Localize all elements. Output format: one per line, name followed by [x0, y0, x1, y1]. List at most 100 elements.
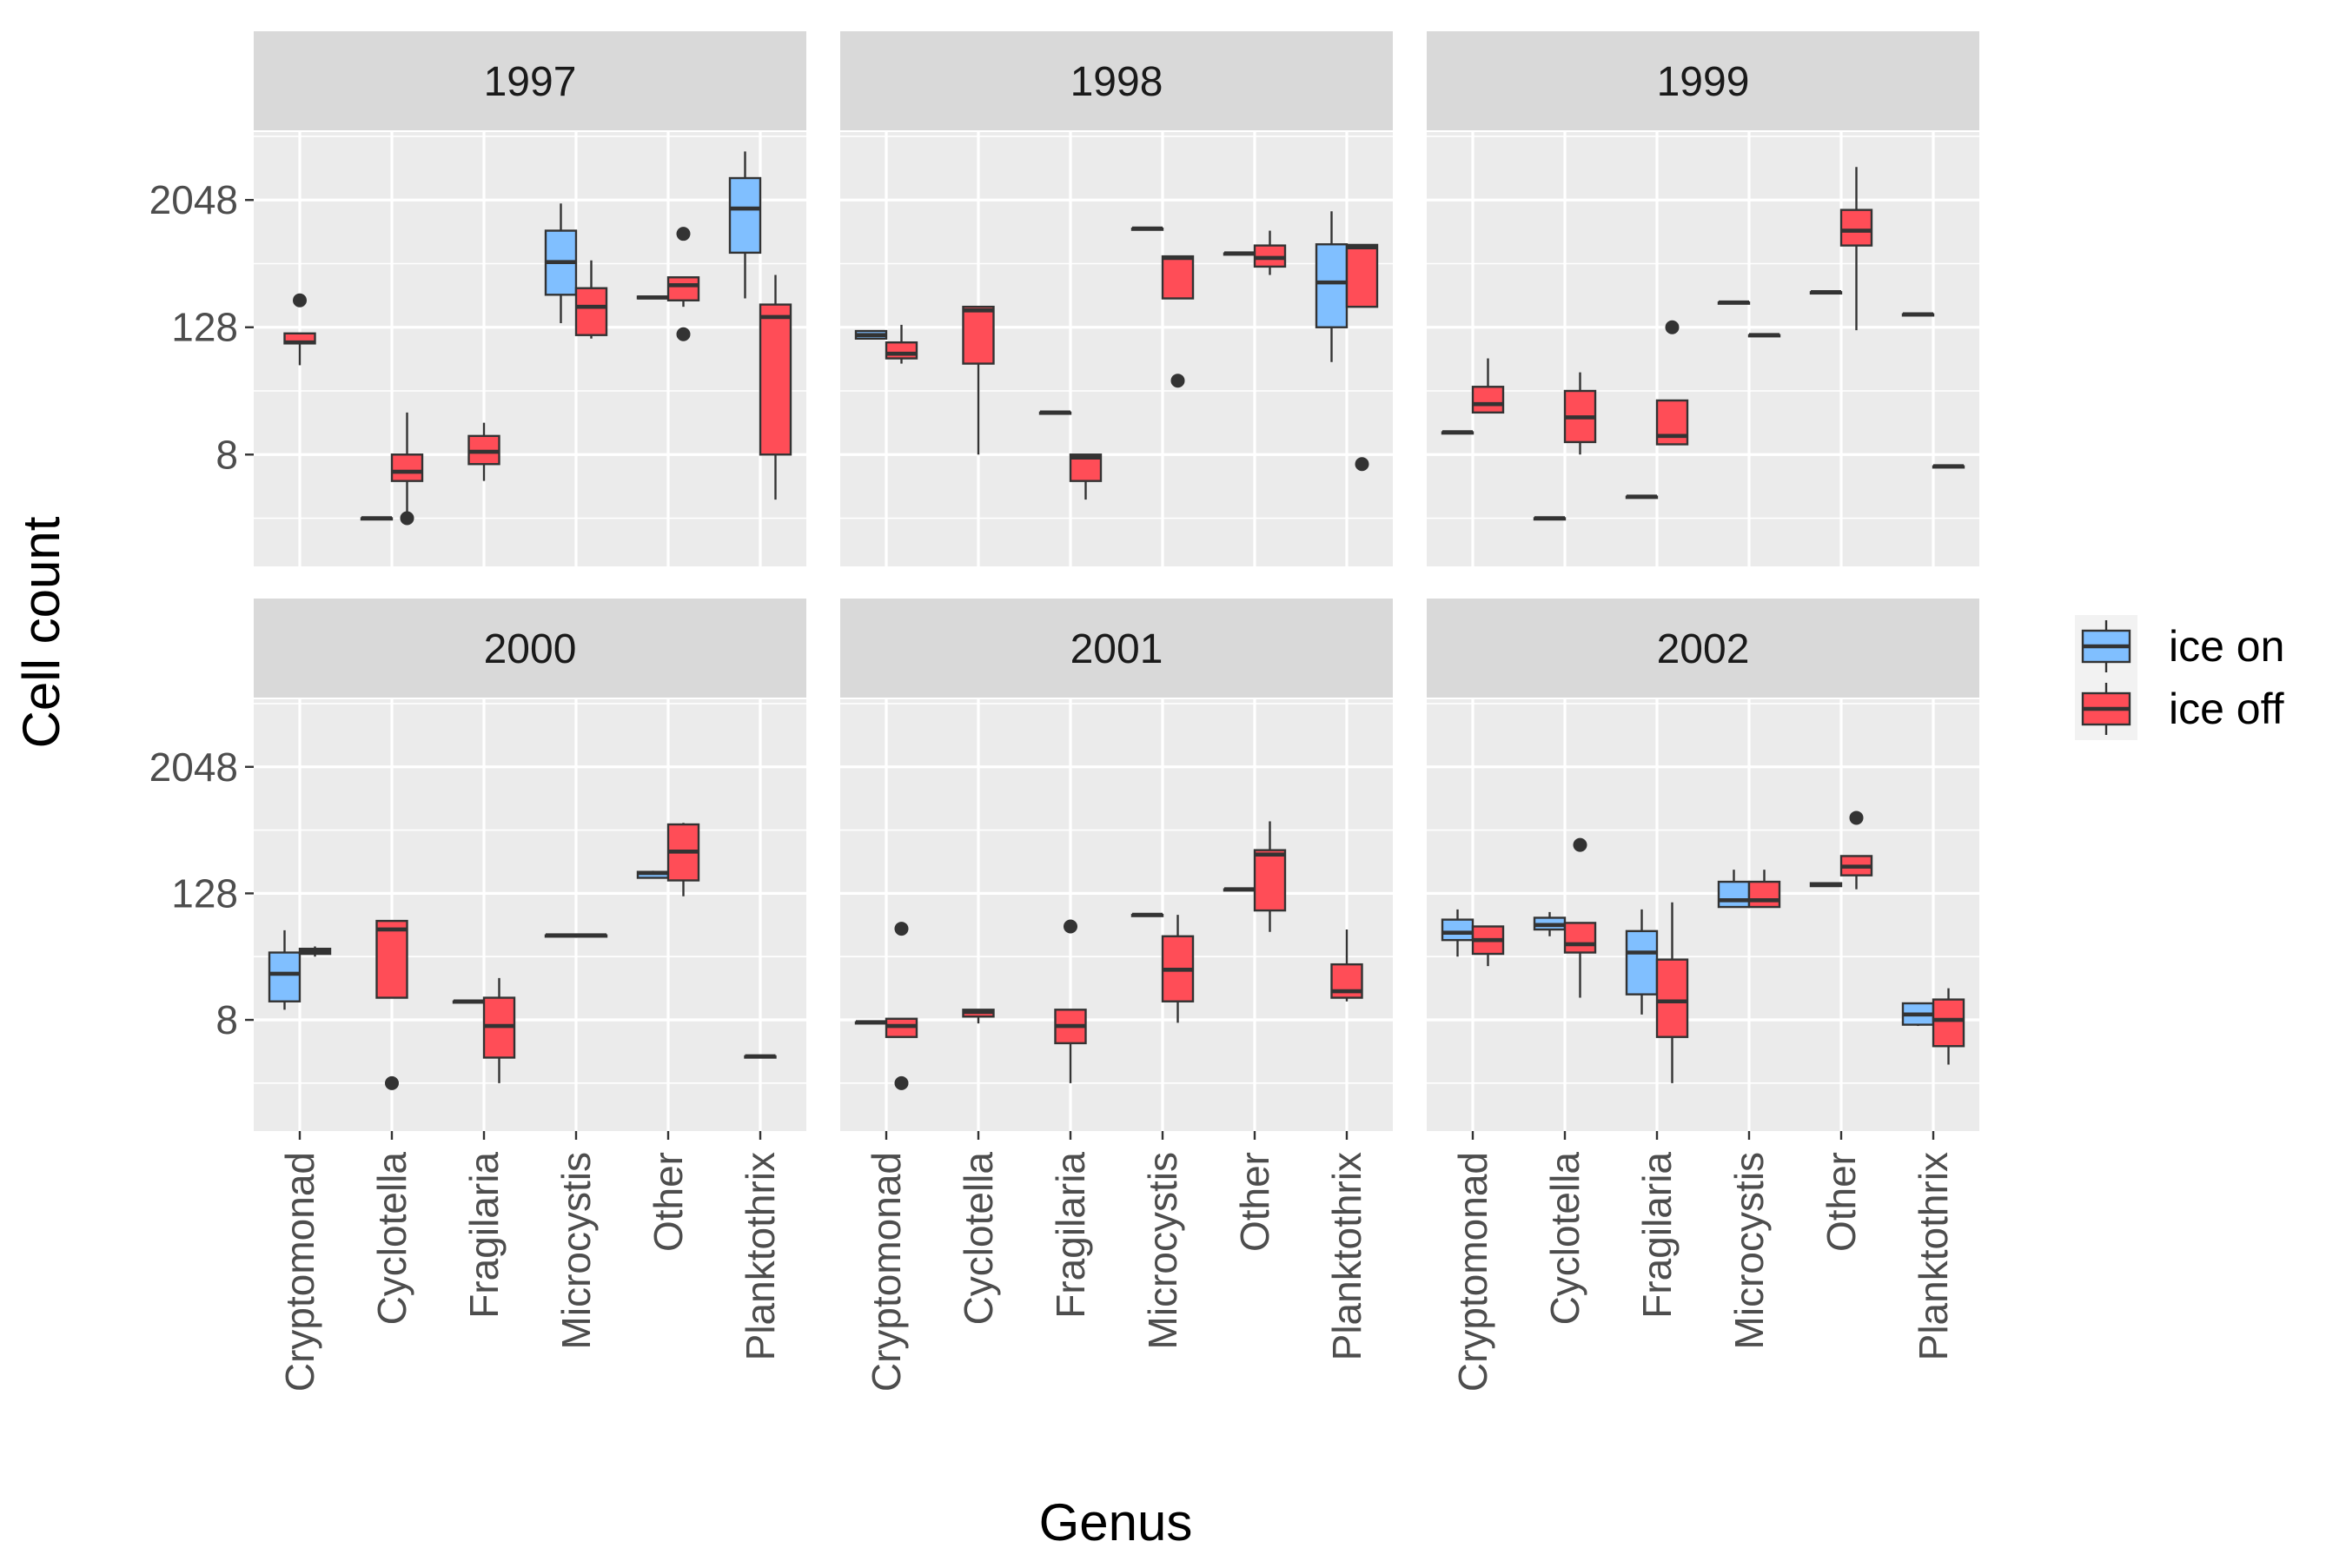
box-body	[1563, 922, 1597, 954]
box-2002-microcystis-ice-off	[1747, 870, 1781, 909]
legend-label-ice-on: ice on	[2169, 622, 2284, 671]
box-1997-fragilaria-ice-off	[467, 422, 500, 481]
facet-panel-2002: 2002	[1427, 599, 1979, 1131]
x-tick-label-2001-cryptomonad: Cryptomonad	[864, 1152, 909, 1392]
facet-strip-label-1999: 1999	[1657, 59, 1750, 105]
box-1999-cryptomonad-ice-off	[1471, 358, 1505, 414]
x-tick-label-2000-other: Other	[646, 1152, 691, 1252]
box-1999-fragilaria-ice-on	[1625, 494, 1659, 500]
outlier-point	[1573, 837, 1587, 852]
box-1998-planktothrix-ice-on	[1315, 211, 1349, 362]
x-tick-label-2002-cryptomonad: Cryptomonad	[1450, 1152, 1495, 1392]
box-2001-other-ice-off	[1253, 821, 1287, 932]
box-2000-cryptomonad-ice-off	[298, 946, 332, 957]
box-body	[1747, 880, 1781, 909]
box-1997-cryptomonad-ice-off	[283, 293, 316, 366]
box-2000-fragilaria-ice-on	[452, 999, 486, 1004]
x-tick-label-2002-cyclotella: Cyclotella	[1542, 1152, 1587, 1326]
box-body	[962, 305, 995, 365]
legend-item-ice-off: ice off	[2075, 678, 2284, 740]
box-1999-cryptomonad-ice-on	[1441, 430, 1475, 435]
box-1999-other-ice-on	[1809, 290, 1843, 295]
y-tick-label-2048: 2048	[149, 744, 238, 790]
box-1998-microcystis-ice-on	[1130, 226, 1164, 231]
box-1999-planktothrix-ice-off	[1932, 464, 1965, 469]
box-body	[390, 453, 424, 482]
y-axis-title: Cell count	[12, 516, 70, 748]
box-2002-cyclotella-ice-off	[1563, 837, 1597, 998]
box-1997-other-ice-on	[636, 295, 670, 300]
box-1997-microcystis-ice-off	[574, 260, 608, 339]
facet-panel-2001: 2001	[840, 599, 1393, 1131]
facet-panel-1998: 1998	[840, 31, 1393, 566]
box-1998-cyclotella-ice-off	[962, 305, 995, 455]
panel-background-1998	[840, 132, 1393, 566]
box-2000-planktothrix-ice-off	[744, 1054, 777, 1059]
box-2000-microcystis-ice-off	[574, 933, 608, 938]
box-body	[1932, 998, 1965, 1048]
box-1999-microcystis-ice-on	[1717, 300, 1751, 305]
x-tick-label-2000-fragilaria: Fragilaria	[461, 1152, 507, 1319]
box-1999-cyclotella-ice-off	[1563, 372, 1597, 455]
panel-background-1999	[1427, 132, 1979, 566]
box-body	[1625, 930, 1659, 996]
box-1997-cyclotella-ice-on	[360, 516, 394, 521]
box-2000-microcystis-ice-on	[544, 933, 578, 938]
facet-strip-2002	[1427, 599, 1979, 698]
box-1999-other-ice-off	[1839, 167, 1873, 331]
legend: ice on ice off	[2075, 615, 2284, 740]
facet-panel-2000: 2000	[254, 599, 806, 1131]
y-tick-label-128: 128	[171, 870, 238, 916]
box-1998-microcystis-ice-off	[1161, 255, 1195, 388]
box-2000-other-ice-on	[636, 870, 670, 879]
box-1999-cyclotella-ice-on	[1533, 516, 1567, 521]
box-2001-microcystis-ice-on	[1130, 912, 1164, 917]
box-1997-microcystis-ice-on	[544, 203, 578, 324]
box-body	[759, 303, 792, 456]
legend-item-ice-on: ice on	[2075, 615, 2284, 678]
y-tick-label-128: 128	[171, 305, 238, 350]
box-body	[1839, 208, 1873, 247]
outlier-point	[400, 511, 414, 526]
box-1998-fragilaria-ice-on	[1038, 410, 1072, 415]
box-1998-cryptomonad-ice-off	[885, 324, 918, 364]
box-2001-planktothrix-ice-off	[1330, 929, 1363, 1002]
outlier-point	[1170, 374, 1185, 388]
x-tick-label-2002-fragilaria: Fragilaria	[1634, 1152, 1680, 1319]
y-tick-label-8: 8	[215, 432, 238, 477]
outlier-point	[676, 227, 691, 241]
box-body	[1315, 243, 1349, 328]
panel-background-2002	[1427, 699, 1979, 1131]
box-2002-other-ice-on	[1809, 882, 1843, 888]
facet-strip-label-1998: 1998	[1070, 59, 1163, 105]
facet-strip-2001	[840, 599, 1393, 698]
box-2001-microcystis-ice-off	[1161, 915, 1195, 1023]
box-2000-cryptomonad-ice-on	[268, 930, 302, 1010]
x-tick-label-2002-microcystis: Microcystis	[1726, 1152, 1772, 1349]
x-tick-label-2002-other: Other	[1819, 1152, 1864, 1252]
x-tick-label-2001-microcystis: Microcystis	[1140, 1152, 1185, 1349]
outlier-point	[1665, 320, 1680, 334]
box-1997-planktothrix-ice-off	[759, 275, 792, 500]
facet-strip-label-2002: 2002	[1657, 626, 1750, 672]
outlier-point	[293, 293, 307, 308]
box-2000-cyclotella-ice-off	[375, 919, 408, 1090]
box-2002-microcystis-ice-on	[1717, 870, 1751, 909]
box-1999-fragilaria-ice-off	[1655, 320, 1689, 446]
facet-strip-1997	[254, 31, 806, 130]
outlier-point	[385, 1075, 399, 1090]
panel-background-2000	[254, 699, 806, 1131]
box-2002-fragilaria-ice-on	[1625, 909, 1659, 1015]
x-tick-label-2000-cryptomonad: Cryptomonad	[277, 1152, 322, 1392]
box-1998-other-ice-on	[1223, 251, 1256, 256]
box-2002-planktothrix-ice-off	[1932, 988, 1965, 1065]
box-1997-other-ice-off	[666, 227, 700, 341]
box-body	[574, 287, 608, 336]
box-2001-cyclotella-ice-off	[962, 1009, 995, 1024]
facet-strip-label-1997: 1997	[484, 59, 577, 105]
box-1998-cryptomonad-ice-on	[854, 329, 888, 340]
box-body	[885, 341, 918, 360]
panel-background-1997	[254, 132, 806, 566]
x-tick-label-2001-cyclotella: Cyclotella	[956, 1152, 1001, 1326]
